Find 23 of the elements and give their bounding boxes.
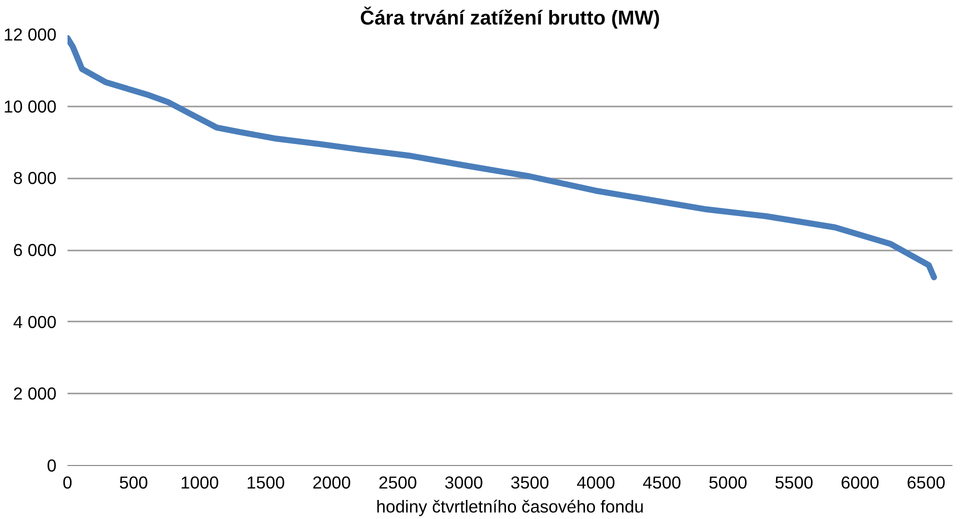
y-tick-label: 8 000 [13,168,57,188]
x-tick-label: 3500 [510,472,550,492]
y-tick-label: 0 [46,456,57,476]
x-tick-label: 2000 [312,472,351,492]
x-tick-label: 4000 [576,472,616,492]
x-tick-label: 6500 [906,472,946,492]
y-tick-label: 12 000 [4,24,56,44]
y-tick-label: 10 000 [4,96,56,116]
y-tick-label: 4 000 [13,312,57,332]
x-tick-label: 3000 [444,472,484,492]
x-tick-label: 1500 [246,472,285,492]
x-tick-label: 4500 [642,472,682,492]
x-tick-label: 500 [119,472,148,492]
x-tick-label: 6000 [840,472,880,492]
x-tick-label: 5500 [774,472,814,492]
x-tick-label: 2500 [378,472,418,492]
y-tick-label: 6 000 [13,240,57,260]
x-axis-title: hodiny čtvrtletního časového fondu [376,496,644,516]
x-tick-label: 0 [62,472,72,492]
y-tick-label: 2 000 [13,384,57,404]
x-tick-label: 1000 [180,472,219,492]
x-tick-label: 5000 [708,472,748,492]
chart-title: Čára trvání zatížení brutto (MW) [360,6,660,30]
